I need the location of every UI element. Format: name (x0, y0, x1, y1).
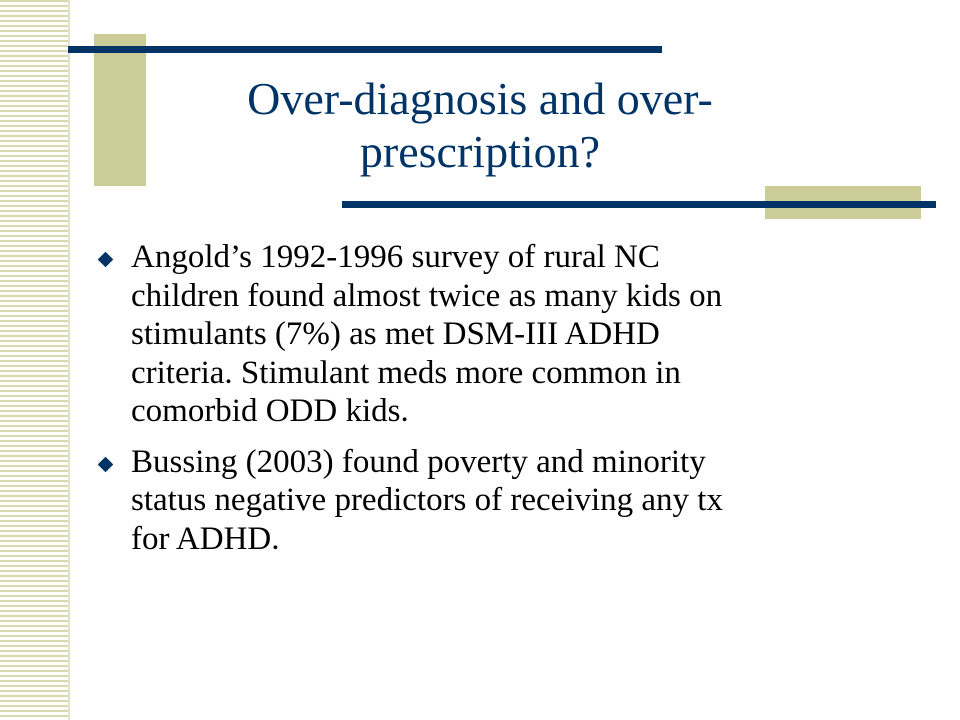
left-stripe-divider (68, 0, 70, 720)
bullet-text-line: status negative predictors of receiving … (131, 482, 723, 518)
diamond-bullet-icon (97, 251, 114, 268)
bullet-text-line: stimulants (7%) as met DSM-III ADHD (131, 316, 660, 352)
bottom-accent-rule (342, 201, 936, 208)
bullet-text-line: criteria. Stimulant meds more common in (131, 354, 681, 391)
bullet-text-line: for ADHD. (131, 520, 280, 557)
bullet-list: Angold’s 1992-1996 survey of rural NC ch… (97, 238, 890, 570)
bullet-text-line: children found almost twice as many kids… (131, 277, 723, 314)
bullet-text-line: Bussing (2003) found poverty and minorit… (131, 443, 706, 480)
slide-title-line-1: Over-diagnosis and over- (247, 73, 713, 124)
left-hatched-stripe (0, 0, 68, 720)
bullet-item-angold: Angold’s 1992-1996 survey of rural NC ch… (97, 238, 890, 431)
bullet-item-bussing: Bussing (2003) found poverty and minorit… (97, 443, 890, 559)
bullet-text-line: comorbid ODD kids. (131, 393, 409, 429)
bullet-text-line: Angold’s 1992-1996 survey of rural NC (131, 239, 660, 275)
top-accent-rule (68, 46, 662, 53)
slide-title: Over-diagnosis and over- prescription? (150, 72, 810, 178)
diamond-bullet-icon (97, 456, 114, 472)
top-accent-block (94, 34, 146, 186)
slide-title-line-2: prescription? (359, 126, 601, 177)
